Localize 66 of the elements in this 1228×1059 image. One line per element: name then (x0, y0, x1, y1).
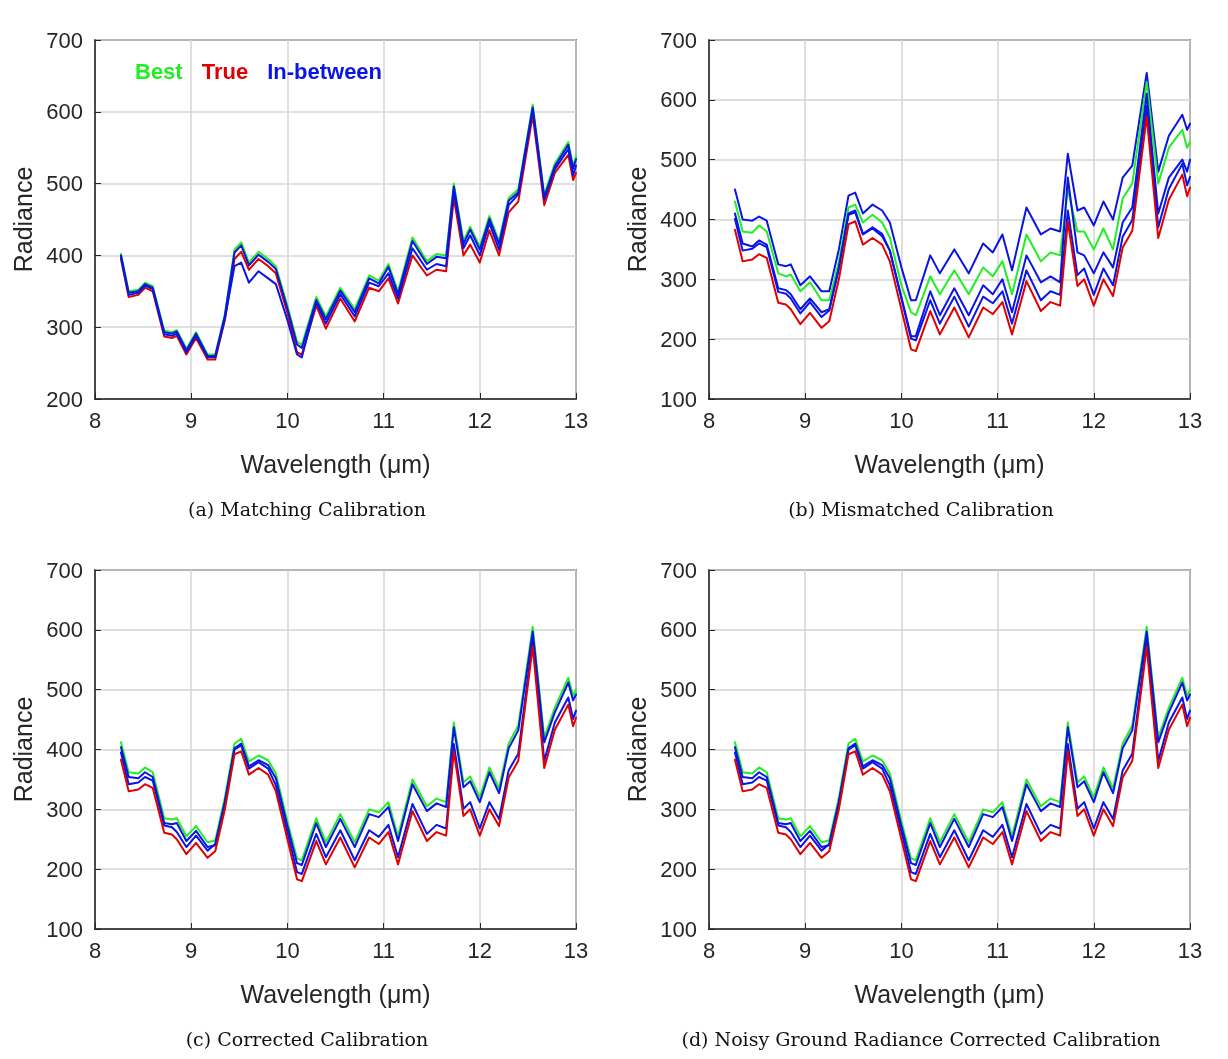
x-axis-title: Wavelength (μm) (240, 449, 431, 478)
x-tick-label: 13 (563, 937, 589, 963)
y-tick-label: 600 (660, 617, 697, 643)
y-tick-label: 700 (46, 557, 83, 583)
x-axis-title: Wavelength (μm) (240, 979, 431, 1008)
y-tick-label: 300 (660, 796, 697, 822)
x-tick-label: 13 (563, 407, 589, 433)
y-tick-label: 500 (660, 147, 697, 173)
text: In-between (267, 58, 383, 84)
y-tick-label: 300 (46, 796, 83, 822)
x-tick-label: 13 (1177, 937, 1203, 963)
y-tick-label: 400 (46, 242, 83, 268)
x-tick-label: 10 (889, 937, 914, 963)
y-tick-label: 600 (660, 87, 697, 113)
x-axis-title: Wavelength (μm) (854, 449, 1045, 478)
y-axis-title: Radiance (622, 696, 651, 803)
y-tick-label: 100 (46, 916, 83, 942)
x-tick-label: 11 (986, 937, 1010, 963)
y-tick-label: 600 (46, 617, 83, 643)
y-tick-label: 200 (660, 326, 697, 352)
x-tick-label: 13 (1177, 407, 1203, 433)
x-tick-label: 12 (1081, 937, 1107, 963)
y-tick-label: 100 (660, 916, 697, 942)
x-tick-label: 11 (372, 407, 396, 433)
x-tick-label: 12 (1081, 407, 1107, 433)
x-tick-label: 10 (275, 937, 300, 963)
y-tick-label: 400 (46, 737, 83, 762)
y-tick-label: 700 (660, 557, 697, 583)
y-tick-label: 200 (46, 856, 83, 882)
y-tick-label: 700 (46, 27, 83, 53)
y-tick-label: 300 (46, 314, 83, 340)
y-tick-label: 100 (660, 386, 697, 412)
y-tick-label: 300 (660, 266, 697, 292)
x-tick-label: 9 (185, 407, 198, 433)
text: (a) Matching Calibration (188, 497, 426, 520)
y-tick-label: 500 (46, 677, 83, 703)
x-tick-label: 11 (372, 937, 396, 963)
y-tick-label: 400 (660, 207, 697, 232)
x-tick-label: 12 (467, 407, 493, 433)
text: True (201, 58, 249, 84)
x-tick-label: 8 (88, 407, 102, 433)
text: (c) Corrected Calibration (185, 1027, 429, 1050)
x-tick-label: 10 (275, 407, 300, 433)
y-tick-label: 700 (660, 27, 697, 53)
y-tick-label: 200 (46, 386, 83, 412)
text: Best (135, 58, 184, 84)
x-tick-label: 9 (799, 937, 812, 963)
x-tick-label: 8 (88, 937, 102, 963)
y-tick-label: 500 (46, 171, 83, 197)
y-tick-label: 200 (660, 856, 697, 882)
y-tick-label: 600 (46, 99, 83, 125)
x-tick-label: 8 (702, 937, 716, 963)
y-axis-title: Radiance (8, 166, 37, 273)
y-tick-label: 500 (660, 677, 697, 703)
x-tick-label: 9 (799, 407, 812, 433)
y-tick-label: 400 (660, 737, 697, 762)
x-tick-label: 8 (702, 407, 716, 433)
x-tick-label: 9 (185, 937, 198, 963)
text: (d) Noisy Ground Radiance Corrected Calibration (681, 1027, 1161, 1050)
y-axis-title: Radiance (8, 696, 37, 803)
text: (b) Mismatched Calibration (788, 497, 1054, 520)
x-tick-label: 12 (467, 937, 493, 963)
x-tick-label: 10 (889, 407, 914, 433)
x-tick-label: 11 (986, 407, 1010, 433)
x-axis-title: Wavelength (μm) (854, 979, 1045, 1008)
y-axis-title: Radiance (622, 166, 651, 273)
